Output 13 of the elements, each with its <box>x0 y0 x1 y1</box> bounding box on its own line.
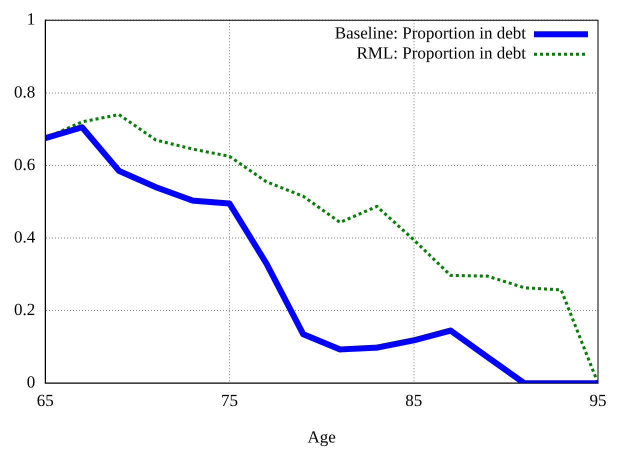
y-tick-label: 0.6 <box>14 154 36 174</box>
x-axis-title: Age <box>307 427 336 446</box>
x-tick-label: 65 <box>36 390 54 410</box>
legend-label: Baseline: Proportion in debt <box>334 24 526 43</box>
x-tick-label: 85 <box>405 390 422 410</box>
y-tick-label: 0.4 <box>14 227 36 246</box>
y-tick-label: 0.2 <box>14 300 36 320</box>
y-tick-label: 1 <box>26 10 36 29</box>
y-tick-label: 0.8 <box>14 82 36 102</box>
legend-label: RML: Proportion in debt <box>356 44 526 63</box>
x-tick-label: 75 <box>221 390 238 410</box>
x-tick-label: 95 <box>590 390 606 410</box>
y-tick-label: 0 <box>26 372 36 392</box>
